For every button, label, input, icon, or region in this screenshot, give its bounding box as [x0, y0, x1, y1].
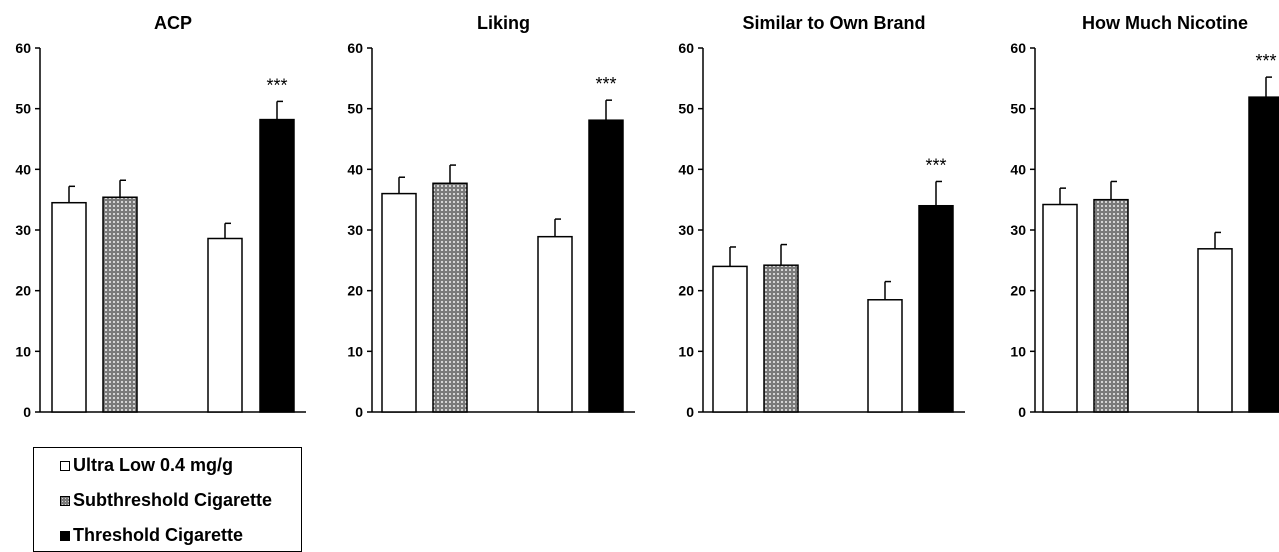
- significance-label: ***: [266, 75, 287, 95]
- significance-label: ***: [595, 74, 616, 94]
- legend-item-threshold: Threshold Cigarette: [60, 525, 243, 546]
- y-tick-label: 40: [347, 161, 363, 177]
- legend-swatch-black: [60, 530, 70, 541]
- legend-label: Threshold Cigarette: [73, 525, 244, 545]
- significance-label: ***: [925, 155, 946, 175]
- y-tick-label: 30: [1010, 222, 1026, 238]
- significance-label: ***: [1255, 51, 1276, 71]
- y-tick-label: 30: [347, 222, 363, 238]
- legend-swatch-crosshatch: [60, 495, 70, 506]
- bar: [1093, 198, 1129, 413]
- y-tick-label: 50: [347, 101, 363, 117]
- bar: [588, 119, 624, 413]
- y-tick-label: 0: [1018, 404, 1026, 420]
- y-tick-label: 20: [1010, 283, 1026, 299]
- y-tick-label: 30: [678, 222, 694, 238]
- y-tick-label: 0: [686, 404, 694, 420]
- bar: [867, 299, 903, 413]
- chart-legend: Ultra Low 0.4 mg/g Subthreshold Cigarett…: [33, 447, 302, 552]
- y-tick-label: 0: [23, 404, 31, 420]
- legend-swatch-white: [60, 460, 70, 471]
- legend-label: Ultra Low 0.4 mg/g: [73, 455, 234, 475]
- y-tick-label: 20: [347, 283, 363, 299]
- chart-panel-3: Similar to Own Brand 0 10 20 30 40 50 60 ***: [678, 13, 965, 420]
- y-tick-label: 10: [1010, 343, 1026, 359]
- legend-item-subthreshold: Subthreshold Cigarette: [60, 490, 272, 511]
- chart-panel-2: Liking 0 10 20 30 40 50 60 ***: [347, 13, 635, 420]
- y-tick-label: 40: [678, 161, 694, 177]
- chart-title: ACP: [154, 13, 192, 33]
- y-tick-label: 10: [15, 343, 31, 359]
- legend-label: Subthreshold Cigarette: [73, 490, 273, 510]
- y-tick-label: 10: [678, 343, 694, 359]
- y-tick-label: 50: [678, 101, 694, 117]
- y-tick-label: 0: [355, 404, 363, 420]
- chart-panel-4: How Much Nicotine 0 10 20 30 40 50 60 ***: [1010, 13, 1279, 420]
- bar: [1248, 96, 1279, 413]
- y-tick-label: 60: [15, 40, 31, 56]
- bar: [763, 264, 799, 413]
- y-tick-label: 60: [347, 40, 363, 56]
- y-tick-label: 60: [1010, 40, 1026, 56]
- legend-item-ultra-low: Ultra Low 0.4 mg/g: [60, 455, 233, 476]
- bar: [432, 182, 468, 413]
- bar: [1197, 248, 1233, 413]
- y-tick-label: 20: [678, 283, 694, 299]
- bar: [207, 237, 243, 413]
- chart-title: How Much Nicotine: [1082, 13, 1248, 33]
- y-tick-label: 20: [15, 283, 31, 299]
- y-tick-label: 10: [347, 343, 363, 359]
- bar: [381, 192, 417, 413]
- bar: [51, 201, 87, 413]
- bar: [537, 235, 573, 413]
- y-tick-label: 40: [1010, 161, 1026, 177]
- chart-title: Liking: [477, 13, 530, 33]
- bar: [918, 204, 954, 413]
- y-tick-label: 50: [15, 101, 31, 117]
- bar: [1042, 203, 1078, 413]
- chart-title: Similar to Own Brand: [742, 13, 925, 33]
- chart-panel-1: ACP 0 10 20 30 40 50 60 ***: [15, 13, 306, 420]
- y-tick-label: 30: [15, 222, 31, 238]
- bar: [259, 118, 295, 413]
- y-tick-label: 40: [15, 161, 31, 177]
- bar: [102, 196, 138, 413]
- y-tick-label: 50: [1010, 101, 1026, 117]
- bar: [712, 265, 748, 413]
- y-tick-label: 60: [678, 40, 694, 56]
